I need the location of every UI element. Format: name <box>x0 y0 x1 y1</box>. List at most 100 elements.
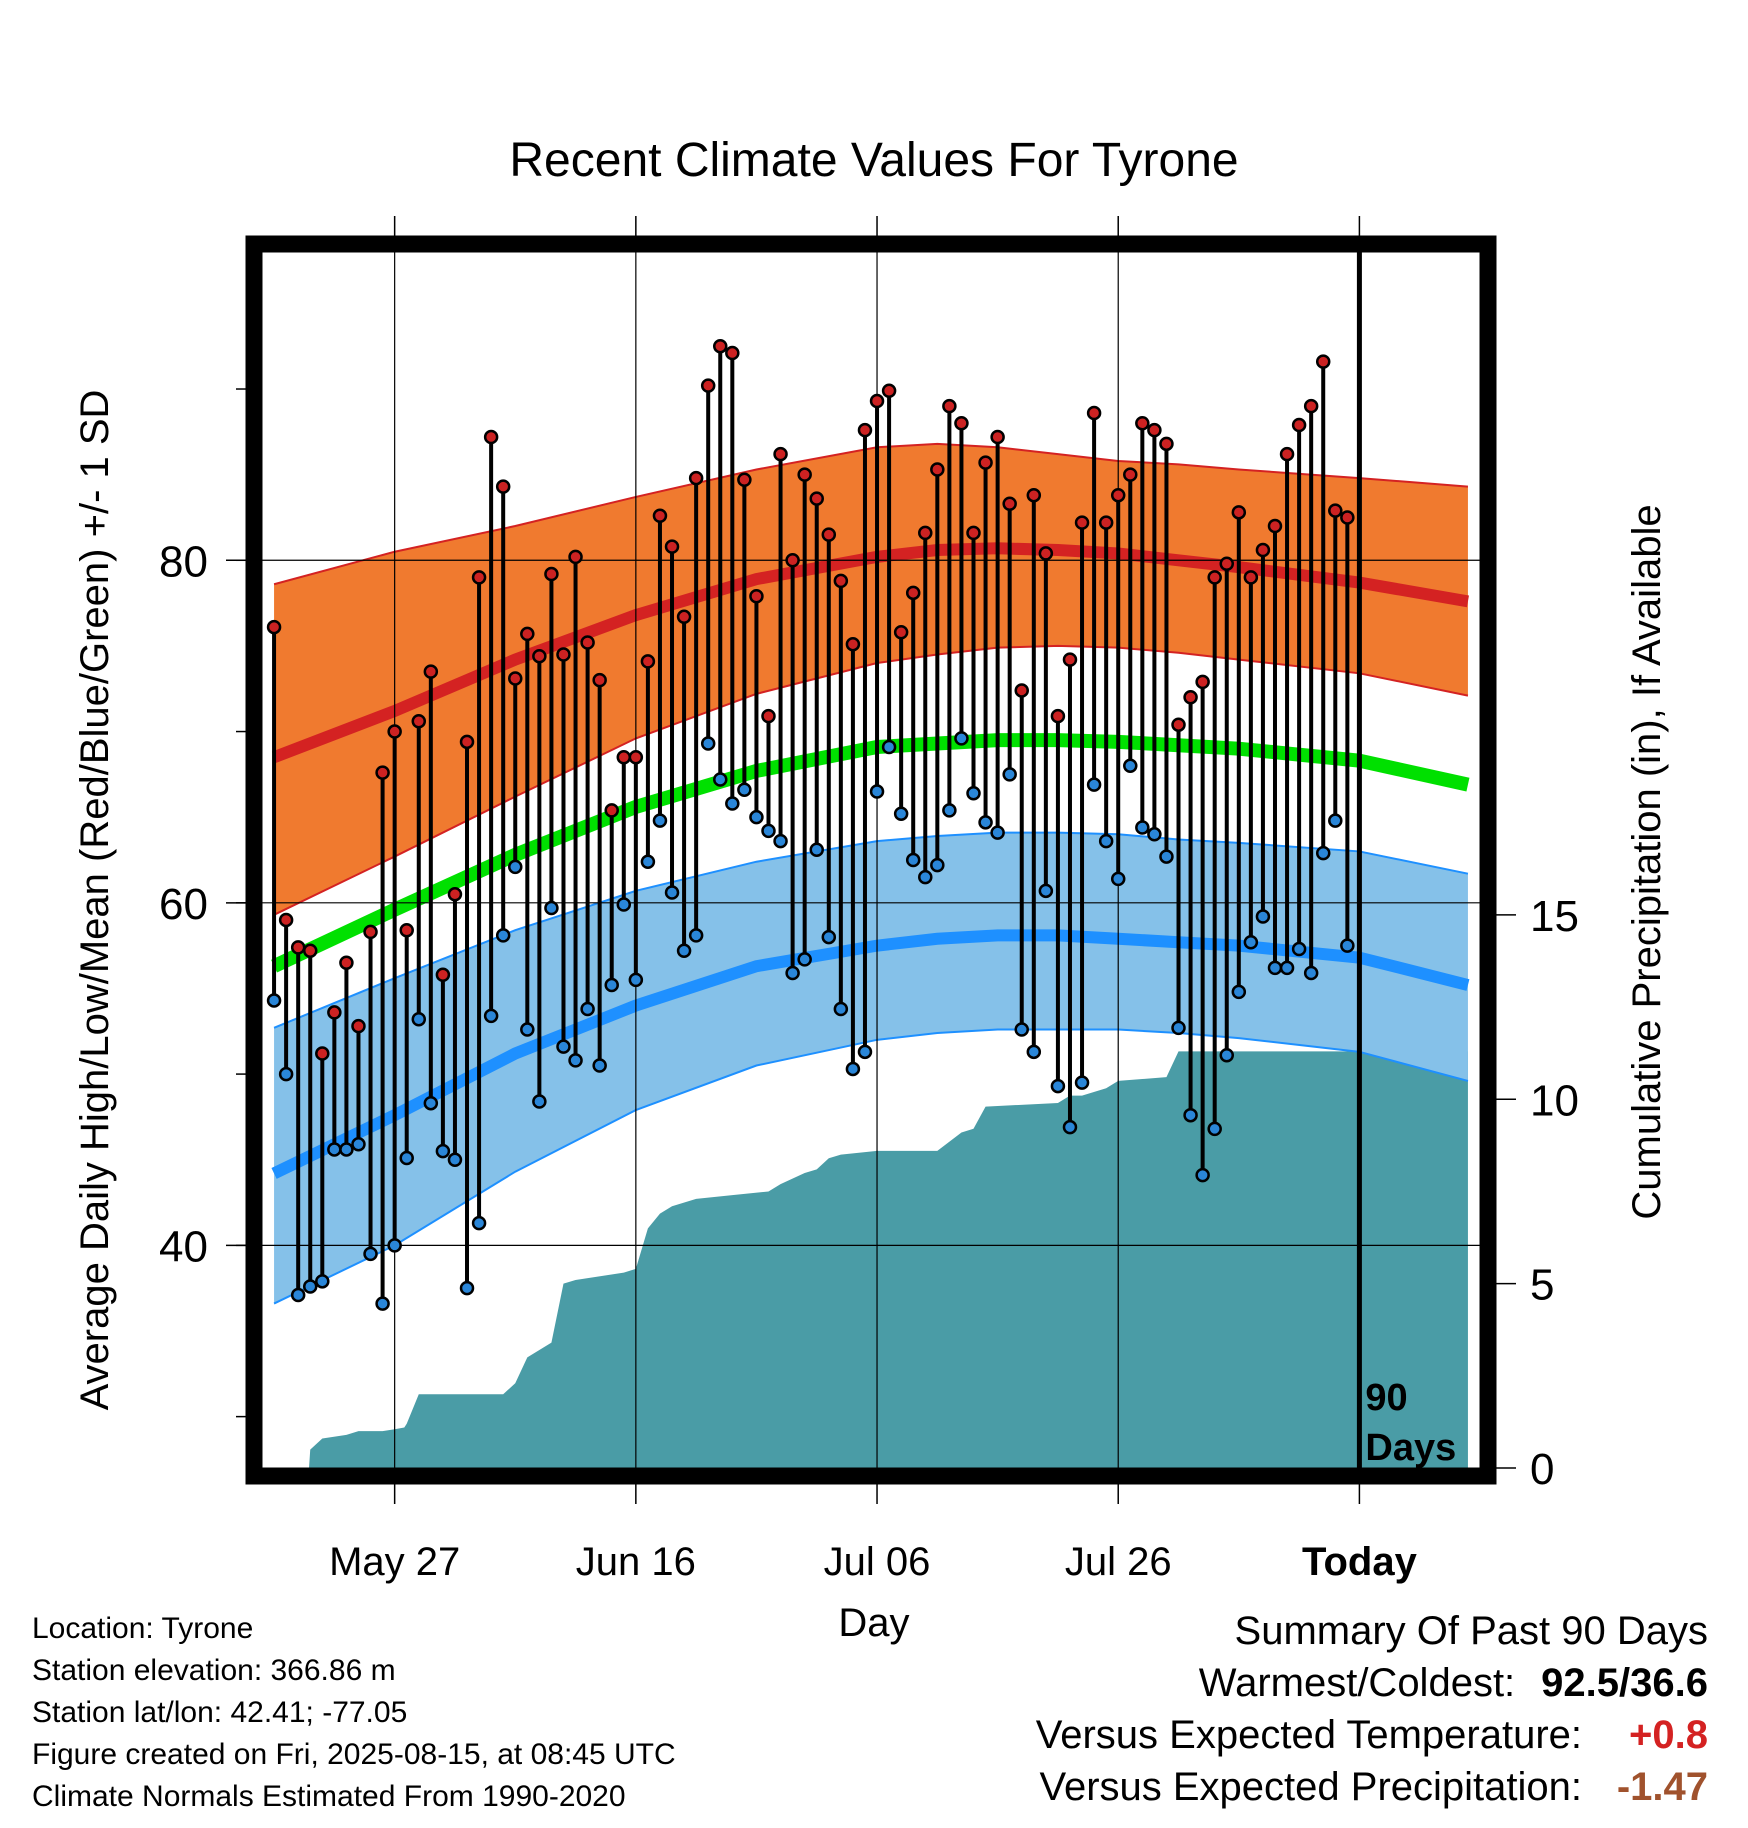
daily-high-point <box>749 588 764 604</box>
daily-high-point <box>821 527 837 542</box>
daily-high-point <box>1303 398 1319 414</box>
daily-low-point <box>1315 845 1331 861</box>
daily-high-point <box>809 491 824 506</box>
x-tick-label: Jul 06 <box>824 1540 931 1584</box>
daily-low-point <box>556 1039 571 1054</box>
daily-low-point <box>1135 820 1150 835</box>
daily-low-point <box>1219 1047 1235 1063</box>
daily-low-point <box>845 1061 861 1077</box>
daily-low-point <box>905 852 921 868</box>
x-tick-label: Today <box>1302 1540 1418 1584</box>
daily-low-point <box>447 1152 463 1167</box>
plot-frame <box>245 235 1497 1485</box>
daily-high-point <box>507 671 523 686</box>
daily-high-point <box>1315 354 1331 369</box>
daily-high-point <box>1219 556 1235 571</box>
daily-low-point <box>869 784 885 799</box>
created-text: Figure created on Fri, 2025-08-15, at 08… <box>32 1738 676 1771</box>
daily-low-point <box>628 972 644 988</box>
daily-high-point <box>1231 505 1247 520</box>
chart-title: Recent Climate Values For Tyrone <box>509 134 1238 187</box>
precip-area <box>274 1051 1468 1468</box>
x-axis-label: Day <box>838 1601 909 1645</box>
daily-low-point <box>278 1066 294 1082</box>
warm-cold-label: Warmest/Coldest: <box>1198 1661 1516 1705</box>
daily-low-point <box>857 1044 873 1060</box>
daily-low-point <box>1110 871 1126 887</box>
low-lower-edge <box>273 1028 1469 1305</box>
daily-low-point <box>1062 1119 1078 1135</box>
daily-low-point <box>375 1296 390 1311</box>
daily-low-point <box>1171 1020 1186 1036</box>
daily-low-point <box>749 809 764 825</box>
daily-low-point <box>1038 883 1054 899</box>
daily-low-point <box>966 785 981 801</box>
warm-cold-value: 92.5/36.6 <box>1541 1661 1708 1705</box>
daily-high-point <box>387 724 402 739</box>
daily-high-point <box>339 955 354 971</box>
daily-low-point <box>1123 758 1138 774</box>
daily-high-point <box>1002 496 1017 512</box>
precip-anomaly-value: -1.47 <box>1616 1765 1708 1809</box>
daily-high-point <box>483 429 499 445</box>
daily-high-point <box>1074 515 1090 530</box>
daily-low-point <box>640 854 656 869</box>
daily-high-point <box>1243 570 1259 585</box>
daily-high-point <box>1062 652 1078 667</box>
daily-high-point <box>773 446 788 462</box>
today-label: 90 <box>1365 1377 1407 1419</box>
daily-low-point <box>411 1012 427 1027</box>
daily-low-point <box>676 943 692 959</box>
daily-high-point <box>1195 674 1210 690</box>
daily-low-point <box>302 1279 318 1294</box>
daily-high-point <box>640 654 656 669</box>
precip-anomaly-label: Versus Expected Precipitation: <box>1039 1765 1582 1809</box>
daily-low-point <box>990 825 1005 840</box>
daily-low-point <box>580 1001 595 1017</box>
daily-high-point <box>1279 446 1295 462</box>
daily-low-point <box>495 928 511 943</box>
daily-low-point <box>290 1287 306 1303</box>
daily-high-point <box>1026 487 1042 503</box>
daily-high-point <box>604 803 619 818</box>
daily-low-point <box>1231 984 1247 1000</box>
daily-high-point <box>713 338 728 354</box>
daily-high-point <box>580 635 595 650</box>
daily-high-point <box>737 472 752 488</box>
high-lower-edge <box>273 644 1469 916</box>
daily-high-point <box>1291 417 1307 433</box>
location-text: Location: Tyrone <box>32 1612 254 1645</box>
low-sd-band <box>274 832 1468 1304</box>
daily-high-point <box>1267 518 1283 534</box>
daily-low-point <box>604 977 619 993</box>
daily-low-point <box>483 1008 499 1024</box>
daily-high-point <box>1086 405 1102 421</box>
daily-low-point <box>700 736 716 751</box>
daily-high-point <box>700 378 716 393</box>
summary-panel: Summary Of Past 90 Days Warmest/Coldest:… <box>1036 1605 1708 1813</box>
daily-low-point <box>1183 1107 1198 1123</box>
daily-high-point <box>616 749 632 765</box>
daily-high-point <box>628 749 644 765</box>
daily-high-point <box>411 714 427 729</box>
summary-title: Summary Of Past 90 Days <box>1234 1609 1708 1653</box>
y2-tick-label: 10 <box>1530 1076 1579 1125</box>
daily-high-point <box>592 672 607 688</box>
y-tick-label: 60 <box>159 880 208 929</box>
daily-high-point <box>327 1005 342 1020</box>
daily-low-point <box>423 1095 439 1111</box>
daily-high-point <box>1207 570 1222 585</box>
daily-high-point <box>435 967 451 982</box>
daily-low-point <box>1279 960 1295 976</box>
daily-high-point <box>532 648 547 664</box>
daily-high-point <box>1135 416 1150 431</box>
daily-high-point <box>1183 690 1198 705</box>
low-mean-line <box>271 929 1470 1179</box>
daily-high-point <box>1098 515 1114 530</box>
daily-low-point <box>592 1058 607 1073</box>
daily-low-point <box>930 857 945 873</box>
x-tick-label: Jun 16 <box>576 1540 696 1584</box>
daily-high-point <box>1014 683 1029 698</box>
daily-low-point <box>809 842 824 857</box>
station-info: Location: Tyrone Station elevation: 366.… <box>32 1608 676 1818</box>
